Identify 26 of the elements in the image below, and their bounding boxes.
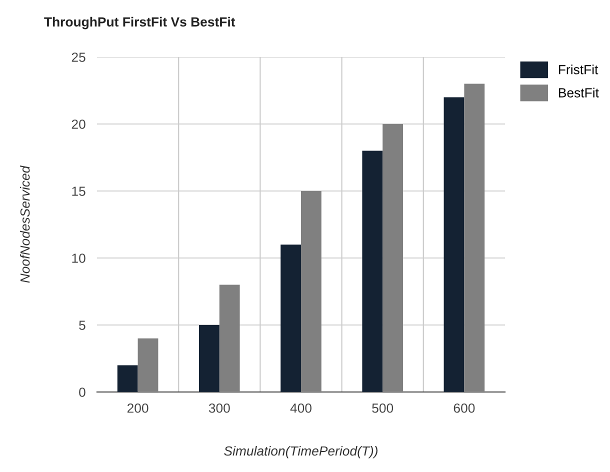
x-tick-label: 200 (127, 403, 148, 413)
y-axis-title: NoofNodesServiced (20, 165, 30, 283)
bar (301, 191, 322, 392)
y-tick-label: 15 (72, 186, 86, 196)
y-tick-label: 25 (72, 52, 86, 62)
y-tick-label: 0 (79, 388, 86, 397)
x-axis-title: Simulation(TimePeriod(T)) (224, 446, 378, 458)
x-tick-label: 500 (372, 403, 394, 413)
chart-title: ThroughPut FirstFit Vs BestFit (44, 16, 236, 30)
y-tick-label: 5 (79, 320, 86, 330)
bar (138, 338, 158, 392)
y-tick-label: 10 (72, 254, 86, 263)
bar (219, 284, 240, 392)
x-tick-label: 400 (290, 403, 312, 413)
x-tick-label: 600 (454, 403, 475, 413)
bar (444, 97, 464, 392)
bar (382, 124, 403, 392)
bar (464, 84, 485, 392)
bar (280, 244, 301, 392)
legend-label: FristFit (558, 64, 598, 74)
x-tick-label: 300 (208, 403, 230, 413)
bar (199, 325, 220, 392)
bar (362, 150, 383, 392)
legend-label: BestFit (558, 88, 599, 98)
y-tick-label: 20 (72, 120, 86, 129)
bar (117, 365, 138, 392)
